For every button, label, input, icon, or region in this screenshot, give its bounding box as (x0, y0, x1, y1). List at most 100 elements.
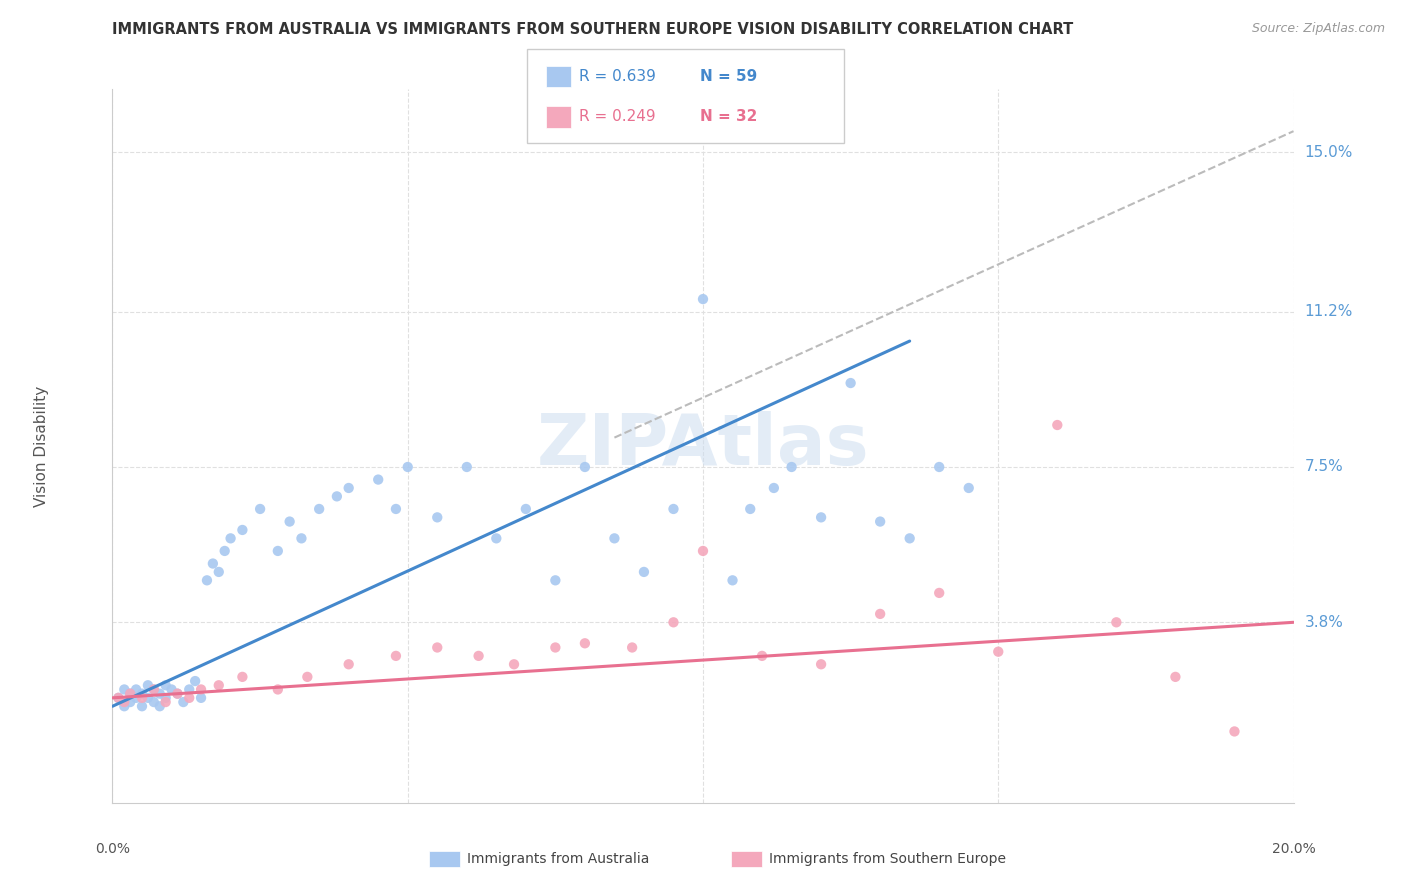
Point (142, 682, 165, 697)
Point (810, 657, 832, 672)
Point (125, 682, 148, 697)
Point (107, 690, 129, 705)
Text: 20.0%: 20.0% (1271, 842, 1316, 856)
Text: 0.0%: 0.0% (96, 842, 129, 856)
Text: Immigrants from Southern Europe: Immigrants from Southern Europe (769, 852, 1007, 866)
Point (574, 636, 596, 650)
Point (869, 607, 891, 621)
Point (136, 690, 159, 705)
Point (574, 460, 596, 475)
Point (166, 687, 188, 701)
Text: ZIPAtlas: ZIPAtlas (537, 411, 869, 481)
Point (326, 489, 349, 503)
Point (662, 502, 685, 516)
Point (721, 574, 744, 588)
Text: R = 0.249: R = 0.249 (579, 110, 655, 124)
Point (120, 695, 142, 709)
Point (179, 690, 201, 705)
Point (195, 574, 218, 588)
Text: R = 0.639: R = 0.639 (579, 70, 657, 84)
Point (201, 557, 224, 571)
Point (692, 544, 714, 558)
Point (928, 586, 950, 600)
Point (762, 481, 785, 495)
Point (231, 523, 253, 537)
Point (136, 678, 159, 692)
Point (1046, 417, 1069, 432)
Point (367, 473, 389, 487)
Point (485, 532, 508, 546)
Text: 7.5%: 7.5% (1305, 459, 1343, 475)
Point (149, 699, 172, 714)
Point (112, 682, 135, 697)
Point (149, 687, 172, 701)
Text: IMMIGRANTS FROM AUSTRALIA VS IMMIGRANTS FROM SOUTHERN EUROPE VISION DISABILITY C: IMMIGRANTS FROM AUSTRALIA VS IMMIGRANTS … (112, 22, 1074, 37)
Point (160, 682, 183, 697)
Point (898, 532, 921, 546)
Point (219, 532, 242, 546)
Point (267, 682, 290, 697)
Point (385, 648, 408, 663)
Point (337, 481, 360, 495)
Point (142, 682, 165, 697)
Point (125, 690, 148, 705)
Point (155, 678, 177, 692)
Point (131, 690, 153, 705)
Point (633, 565, 655, 579)
Point (290, 532, 312, 546)
Point (278, 515, 301, 529)
Point (190, 690, 212, 705)
Point (120, 687, 142, 701)
Point (503, 657, 526, 672)
Point (1105, 615, 1128, 630)
Point (337, 657, 360, 672)
Point (456, 460, 478, 475)
Point (190, 682, 212, 697)
Point (740, 502, 762, 516)
Point (155, 695, 177, 709)
Point (426, 640, 449, 655)
Point (172, 695, 194, 709)
Point (214, 544, 236, 558)
Text: 11.2%: 11.2% (1305, 304, 1353, 319)
Point (131, 687, 153, 701)
Point (231, 670, 253, 684)
Point (208, 678, 231, 692)
Point (184, 674, 207, 689)
Point (869, 515, 891, 529)
Point (267, 544, 290, 558)
Point (810, 510, 832, 524)
Point (692, 292, 714, 306)
Point (208, 565, 231, 579)
Text: 3.8%: 3.8% (1305, 615, 1344, 630)
Point (544, 640, 567, 655)
Text: 15.0%: 15.0% (1305, 145, 1353, 160)
Point (396, 460, 419, 475)
Point (249, 502, 271, 516)
Point (120, 687, 142, 701)
Point (1223, 724, 1246, 739)
Point (515, 502, 537, 516)
Text: N = 59: N = 59 (700, 70, 758, 84)
Text: N = 32: N = 32 (700, 110, 758, 124)
Point (544, 574, 567, 588)
Point (179, 682, 201, 697)
Point (155, 690, 177, 705)
Text: Vision Disability: Vision Disability (34, 385, 49, 507)
Point (112, 699, 135, 714)
Point (780, 460, 803, 475)
Point (131, 699, 153, 714)
Point (1164, 670, 1187, 684)
Point (467, 648, 489, 663)
Point (987, 645, 1010, 659)
Text: Source: ZipAtlas.com: Source: ZipAtlas.com (1251, 22, 1385, 36)
Point (839, 376, 862, 390)
Point (928, 460, 950, 475)
Point (107, 690, 129, 705)
Point (662, 615, 685, 630)
Point (603, 532, 626, 546)
Point (297, 670, 319, 684)
Point (112, 695, 135, 709)
Text: Immigrants from Australia: Immigrants from Australia (467, 852, 650, 866)
Point (957, 481, 980, 495)
